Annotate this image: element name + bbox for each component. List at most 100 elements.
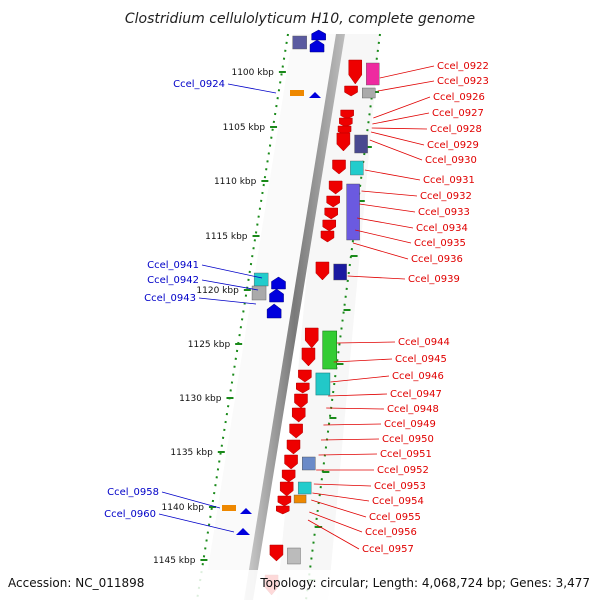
gene-annotation-box[interactable] [287,547,301,565]
reverse-gene-arrow[interactable] [271,276,286,290]
leader-line [318,453,378,456]
forward-gene-arrow[interactable] [340,109,354,120]
gene-annotation-box[interactable] [366,62,380,86]
gene-label-ccel-0951[interactable]: Ccel_0951 [380,449,432,460]
forward-gene-arrow[interactable] [320,230,335,243]
reverse-gene-arrow[interactable] [266,303,282,319]
gene-label-ccel-0932[interactable]: Ccel_0932 [420,191,472,202]
forward-gene-arrow[interactable] [339,117,353,128]
gene-annotation-box[interactable] [354,134,368,154]
gene-label-ccel-0953[interactable]: Ccel_0953 [374,481,426,492]
gene-label-ccel-0950[interactable]: Ccel_0950 [382,434,434,445]
gene-label-ccel-0944[interactable]: Ccel_0944 [398,337,450,348]
gene-annotation-box[interactable] [302,456,316,471]
leader-line [352,242,409,260]
forward-gene-arrow[interactable] [336,132,351,152]
forward-gene-arrow[interactable] [344,85,358,97]
gene-annotation-box[interactable] [253,272,269,287]
leader-line [307,519,360,550]
gene-label-ccel-0927[interactable]: Ccel_0927 [432,108,484,119]
scale-label: 1115 kbp [205,232,248,242]
reverse-gene-arrow[interactable] [240,508,252,514]
gene-label-ccel-0957[interactable]: Ccel_0957 [362,544,414,555]
gene-label-ccel-0960[interactable]: Ccel_0960 [104,509,156,520]
forward-gene-arrow[interactable] [326,195,340,208]
scale-label: 1135 kbp [170,448,213,458]
forward-gene-arrow[interactable] [324,207,338,220]
reverse-gene-arrow[interactable] [236,528,250,535]
leader-line [369,139,423,161]
gene-annotation-box[interactable] [315,372,331,396]
forward-gene-arrow[interactable] [291,407,306,423]
gene-label-ccel-0939[interactable]: Ccel_0939 [408,274,460,285]
forward-gene-arrow[interactable] [315,261,330,281]
gene-label-ccel-0952[interactable]: Ccel_0952 [377,465,429,476]
forward-gene-arrow[interactable] [322,219,337,232]
gene-label-ccel-0947[interactable]: Ccel_0947 [390,389,442,400]
gene-label-ccel-0933[interactable]: Ccel_0933 [418,207,470,218]
forward-gene-arrow[interactable] [281,469,296,483]
gene-annotation-box[interactable] [292,35,307,50]
leader-line [336,341,396,344]
forward-gene-arrow[interactable] [304,327,319,349]
gene-label-ccel-0949[interactable]: Ccel_0949 [384,419,436,430]
reverse-gene-arrow[interactable] [311,29,326,41]
reverse-gene-arrow[interactable] [309,39,325,53]
gene-label-ccel-0936[interactable]: Ccel_0936 [411,254,463,265]
forward-gene-arrow[interactable] [298,369,312,383]
forward-gene-arrow[interactable] [294,393,308,409]
gene-label-ccel-0954[interactable]: Ccel_0954 [372,496,424,507]
gene-label-ccel-0948[interactable]: Ccel_0948 [387,404,439,415]
gene-label-ccel-0934[interactable]: Ccel_0934 [416,223,468,234]
gene-label-ccel-0942[interactable]: Ccel_0942 [147,275,199,286]
gene-label-ccel-0926[interactable]: Ccel_0926 [433,92,485,103]
leader-line [201,264,263,279]
forward-gene-arrow[interactable] [296,382,310,394]
forward-gene-arrow[interactable] [276,505,290,515]
gene-label-ccel-0958[interactable]: Ccel_0958 [107,487,159,498]
forward-gene-arrow[interactable] [269,544,284,562]
forward-gene-arrow[interactable] [301,347,316,367]
forward-gene-arrow[interactable] [332,159,346,175]
gene-label-ccel-0935[interactable]: Ccel_0935 [414,238,466,249]
reverse-gene-arrow[interactable] [309,92,321,98]
leader-line [198,297,257,305]
forward-gene-arrow[interactable] [279,481,294,497]
gene-annotation-box[interactable] [293,494,307,504]
gene-label-ccel-0946[interactable]: Ccel_0946 [392,371,444,382]
gene-label-ccel-0923[interactable]: Ccel_0923 [437,76,489,87]
gene-label-ccel-0931[interactable]: Ccel_0931 [423,175,475,186]
forward-gene-arrow[interactable] [277,495,292,507]
gene-annotation-box[interactable] [222,505,236,511]
forward-gene-arrow[interactable] [284,454,298,470]
gene-label-ccel-0929[interactable]: Ccel_0929 [427,140,479,151]
gene-annotation-box[interactable] [362,87,376,99]
leader-line [359,203,416,213]
gene-label-ccel-0956[interactable]: Ccel_0956 [365,527,417,538]
gene-label-ccel-0924[interactable]: Ccel_0924 [173,79,225,90]
forward-gene-arrow[interactable] [348,59,363,85]
leader-line [361,190,418,197]
reverse-gene-arrow[interactable] [269,288,284,303]
gene-annotation-box[interactable] [333,263,347,281]
gene-label-ccel-0955[interactable]: Ccel_0955 [369,512,421,523]
gene-annotation-box[interactable] [297,481,312,495]
gene-label-ccel-0930[interactable]: Ccel_0930 [425,155,477,166]
gene-label-ccel-0928[interactable]: Ccel_0928 [430,124,482,135]
leader-line [201,279,259,291]
forward-gene-arrow[interactable] [328,180,343,195]
gene-label-ccel-0943[interactable]: Ccel_0943 [144,293,196,304]
gene-annotation-box[interactable] [251,285,267,301]
gene-label-ccel-0922[interactable]: Ccel_0922 [437,61,489,72]
gene-annotation-box[interactable] [346,183,360,241]
gene-label-ccel-0945[interactable]: Ccel_0945 [395,354,447,365]
gene-annotation-box[interactable] [290,90,304,96]
leader-line [347,275,406,280]
gene-annotation-box[interactable] [350,160,364,176]
forward-gene-arrow[interactable] [289,423,303,439]
forward-gene-arrow[interactable] [286,439,301,455]
gene-annotation-box[interactable] [322,330,338,370]
scale-label: 1120 kbp [196,286,239,296]
gene-label-ccel-0941[interactable]: Ccel_0941 [147,260,199,271]
scale-label: 1100 kbp [231,68,274,78]
